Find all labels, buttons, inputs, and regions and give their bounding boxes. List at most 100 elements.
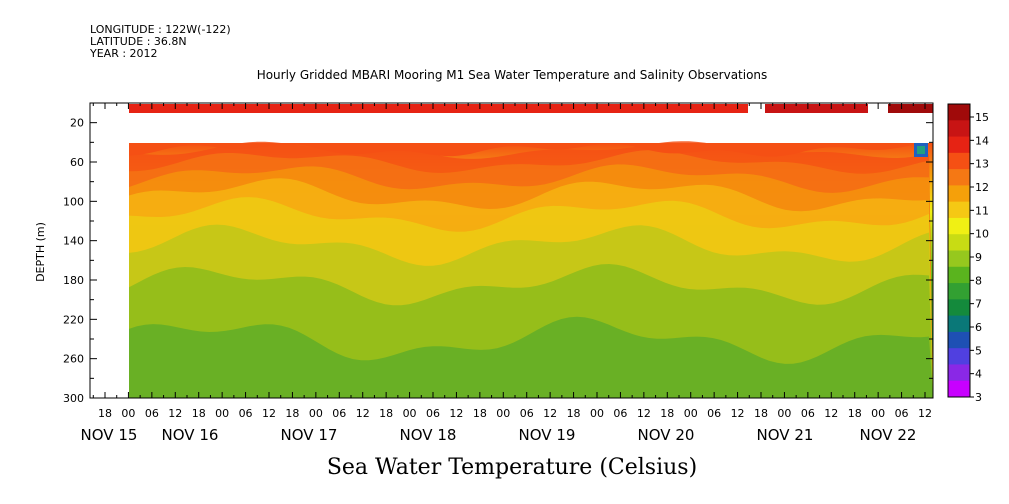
- contour-band: [129, 224, 933, 398]
- contour-band: [129, 316, 933, 398]
- colorbar-swatch: [948, 380, 970, 398]
- colorbar-swatch: [948, 234, 970, 251]
- x-tick-label: 00: [496, 407, 510, 420]
- x-tick-label: 12: [449, 407, 463, 420]
- x-tick-label: 06: [707, 407, 721, 420]
- x-tick-label: 00: [590, 407, 604, 420]
- colorbar-tick-label: 4: [975, 368, 982, 381]
- colorbar-tick-label: 3: [975, 391, 982, 404]
- colorbar-tick-label: 6: [975, 321, 982, 334]
- x-tick-label: 00: [871, 407, 885, 420]
- x-tick-label: 12: [637, 407, 651, 420]
- x-axis: 18 00 06 12 18 00 06 12 18 00 06 12 18 00 06 12 18 00 06 12…: [81, 103, 932, 444]
- chart-title: Hourly Gridded MBARI Mooring M1 Sea Wate…: [256, 68, 768, 82]
- contour-band: [129, 264, 933, 398]
- colorbar-swatch: [948, 250, 970, 268]
- x-tick-label: 12: [918, 407, 932, 420]
- y-axis: 20 60 100 140 180 220 260 300: [63, 102, 933, 405]
- y-tick-label: 60: [70, 156, 84, 169]
- anomaly-patch-inner: [917, 146, 925, 154]
- colorbar-swatch: [948, 331, 970, 349]
- colorbar-tick-label: 10: [975, 228, 989, 241]
- latitude-label: LATITUDE : 36.8N: [90, 35, 187, 48]
- x-tick-label: 00: [403, 407, 417, 420]
- x-tick-label: 18: [848, 407, 862, 420]
- y-tick-label: 100: [63, 195, 84, 208]
- x-tick-label: 12: [731, 407, 745, 420]
- colorbar-swatch: [948, 185, 970, 203]
- x-tick-label: 12: [543, 407, 557, 420]
- y-tick-label: 300: [63, 392, 84, 405]
- day-label: NOV 20: [638, 426, 695, 444]
- contour-band: [129, 197, 933, 398]
- day-label: NOV 19: [519, 426, 576, 444]
- y-tick-label: 260: [63, 353, 84, 366]
- colorbar-tick-label: 13: [975, 158, 989, 171]
- x-tick-label: 00: [684, 407, 698, 420]
- colorbar-tick-label: 5: [975, 344, 982, 357]
- x-tick-label: 06: [145, 407, 159, 420]
- colorbar-tick-label: 11: [975, 204, 989, 217]
- day-label: NOV 22: [860, 426, 917, 444]
- x-tick-label: 18: [98, 407, 112, 420]
- colorbar-swatch: [948, 348, 970, 365]
- colorbar-swatch: [948, 136, 970, 154]
- x-tick-label: 12: [262, 407, 276, 420]
- x-tick-label: 18: [192, 407, 206, 420]
- colorbar-swatch: [948, 201, 970, 219]
- day-label: NOV 18: [400, 426, 457, 444]
- colorbar-tick-label: 8: [975, 274, 982, 287]
- year-label: YEAR : 2012: [90, 47, 158, 60]
- x-tick-label: 00: [121, 407, 135, 420]
- colorbar-tick-label: 9: [975, 251, 982, 264]
- x-tick-label: 06: [332, 407, 346, 420]
- plot-frame: [89, 102, 934, 399]
- surface-segment-2: [765, 104, 868, 113]
- colorbar-tick-label: 7: [975, 298, 982, 311]
- colorbar-swatch: [948, 104, 970, 121]
- colorbar-swatch: [948, 299, 970, 317]
- colorbar-swatch: [948, 217, 970, 235]
- x-tick-label: 00: [215, 407, 229, 420]
- x-tick-label: 06: [239, 407, 253, 420]
- x-tick-label: 00: [309, 407, 323, 420]
- y-axis-label: DEPTH (m): [34, 222, 47, 282]
- longitude-label: LONGITUDE : 122W(-122): [90, 23, 231, 36]
- colorbar-swatch: [948, 266, 970, 284]
- day-label: NOV 16: [162, 426, 219, 444]
- x-tick-label: 06: [426, 407, 440, 420]
- surface-segment-3: [888, 104, 933, 113]
- y-tick-label: 220: [63, 313, 84, 326]
- colorbar-tick-label: 12: [975, 181, 989, 194]
- y-tick-label: 140: [63, 235, 84, 248]
- colorbar-tick-label: 14: [975, 134, 989, 147]
- colorbar-swatch: [948, 364, 970, 382]
- x-tick-label: 18: [473, 407, 487, 420]
- contour-band-top: [129, 143, 933, 157]
- x-tick-label: 18: [285, 407, 299, 420]
- x-tick-label: 18: [379, 407, 393, 420]
- colorbar-tick-label: 15: [975, 111, 989, 124]
- x-tick-label: 12: [824, 407, 838, 420]
- colorbar-swatch: [948, 120, 970, 138]
- colorbar-label: Sea Water Temperature (Celsius): [327, 455, 697, 480]
- x-tick-label: 06: [613, 407, 627, 420]
- day-label: NOV 15: [81, 426, 138, 444]
- surface-temperature-band: [129, 104, 933, 113]
- colorbar: 3 4 5 6 7 8 9 10 11 12 13 14 15: [947, 103, 989, 404]
- y-tick-label: 20: [70, 117, 84, 130]
- colorbar-swatch: [948, 169, 970, 186]
- x-tick-label: 00: [777, 407, 791, 420]
- day-label: NOV 21: [757, 426, 814, 444]
- x-tick-label: 18: [660, 407, 674, 420]
- x-tick-label: 18: [567, 407, 581, 420]
- x-tick-label: 12: [356, 407, 370, 420]
- colorbar-swatch: [948, 283, 970, 300]
- y-tick-label: 180: [63, 274, 84, 287]
- colorbar-swatch: [948, 152, 970, 170]
- x-tick-label: 06: [520, 407, 534, 420]
- surface-segment-1: [129, 104, 748, 113]
- day-label: NOV 17: [281, 426, 338, 444]
- colorbar-swatch: [948, 315, 970, 333]
